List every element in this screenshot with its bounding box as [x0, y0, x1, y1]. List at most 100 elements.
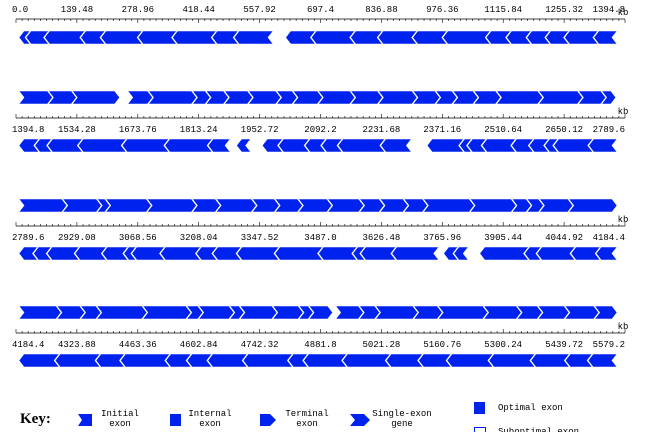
- exon: [71, 90, 121, 105]
- exon: [212, 246, 242, 261]
- exon: [544, 138, 559, 153]
- exon: [446, 353, 494, 368]
- exon: [570, 246, 601, 261]
- tick-label: 3765.96: [423, 233, 461, 243]
- tick-label: 5439.72: [545, 340, 583, 350]
- exon: [359, 198, 385, 213]
- tick-label: 4602.84: [180, 340, 218, 350]
- exon: [80, 30, 106, 45]
- exon: [530, 353, 570, 368]
- tick-label: 3626.48: [362, 233, 400, 243]
- exon: [44, 30, 86, 45]
- exon: [62, 198, 102, 213]
- exon: [511, 138, 534, 153]
- exon: [318, 246, 358, 261]
- exon: [160, 246, 202, 261]
- key-label: exon: [199, 419, 221, 429]
- exon: [147, 90, 197, 105]
- exon: [207, 353, 248, 368]
- exon: [379, 198, 409, 213]
- tick-label: 2789.6: [593, 125, 625, 135]
- tick-label: 139.48: [61, 5, 93, 15]
- exon: [18, 30, 31, 45]
- exon: [524, 246, 542, 261]
- exon: [526, 30, 551, 45]
- tick-label: 3068.56: [119, 233, 157, 243]
- tick-label: 0.0: [12, 5, 28, 15]
- exon: [413, 305, 443, 320]
- exon: [469, 198, 517, 213]
- exon: [352, 246, 366, 261]
- tick-label: 3347.52: [241, 233, 279, 243]
- exon: [536, 246, 576, 261]
- exon: [511, 198, 532, 213]
- tick-label: 836.88: [365, 5, 397, 15]
- exon: [437, 305, 489, 320]
- exon: [96, 305, 148, 320]
- exon: [577, 90, 607, 105]
- key-label: gene: [391, 419, 413, 429]
- exon: [101, 246, 129, 261]
- exon: [215, 198, 257, 213]
- tick-label: 2510.64: [484, 125, 522, 135]
- tick-label: 3487.0: [304, 233, 336, 243]
- exon: [553, 138, 594, 153]
- tick-label: 2929.08: [58, 233, 96, 243]
- tick-label: 5021.28: [362, 340, 400, 350]
- exon: [25, 30, 50, 45]
- exon: [342, 353, 391, 368]
- exon: [18, 198, 68, 213]
- exon: [327, 198, 364, 213]
- exon: [18, 90, 53, 105]
- exon: [80, 305, 102, 320]
- exon: [467, 138, 487, 153]
- tick-label: 4323.88: [58, 340, 96, 350]
- exon: [526, 198, 544, 213]
- exon: [233, 30, 274, 45]
- exon: [564, 30, 599, 45]
- exon: [516, 305, 543, 320]
- exon: [545, 30, 570, 45]
- tick-label: 2650.12: [545, 125, 583, 135]
- key-label: exon: [296, 419, 318, 429]
- key-label: Internal: [188, 409, 231, 419]
- key-title: Key:: [20, 411, 51, 427]
- tick-label: 2371.16: [423, 125, 461, 135]
- exon: [453, 246, 469, 261]
- exon: [274, 198, 303, 213]
- exon: [485, 30, 512, 45]
- exon: [164, 138, 213, 153]
- exon: [172, 30, 217, 45]
- tick-label: 976.36: [426, 5, 458, 15]
- exon: [137, 30, 178, 45]
- exon: [452, 90, 479, 105]
- key-label: Initial: [101, 409, 139, 419]
- exon: [426, 138, 465, 153]
- exon: [594, 305, 618, 320]
- exon: [287, 353, 309, 368]
- tick-label: 3208.04: [180, 233, 218, 243]
- exon: [47, 138, 83, 153]
- exon: [506, 30, 532, 45]
- exon: [239, 305, 278, 320]
- unit-label: kb: [618, 215, 629, 225]
- exon: [435, 90, 458, 105]
- exon: [242, 353, 293, 368]
- initial-exon-icon: [78, 414, 92, 426]
- exon: [360, 246, 397, 261]
- exon: [568, 198, 618, 213]
- tick-label: 1394.8: [12, 125, 44, 135]
- exon: [391, 246, 440, 261]
- exon: [473, 90, 501, 105]
- exon: [321, 138, 343, 153]
- tick-label: 278.96: [122, 5, 154, 15]
- exon: [538, 198, 574, 213]
- exon: [96, 198, 111, 213]
- exon: [18, 138, 40, 153]
- exon: [261, 138, 284, 153]
- tick-label: 5579.2: [593, 340, 625, 350]
- tick-label: 5300.24: [484, 340, 522, 350]
- exon: [142, 305, 192, 320]
- exon: [196, 246, 218, 261]
